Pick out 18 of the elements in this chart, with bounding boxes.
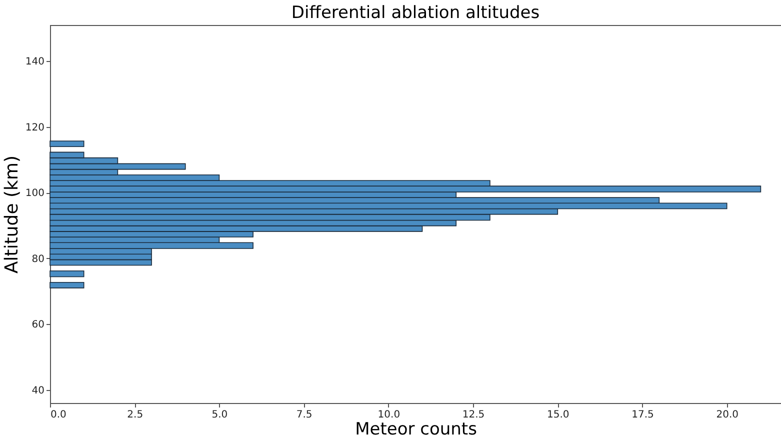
y-tick-label: 60 <box>32 320 44 331</box>
y-tick-label: 100 <box>25 188 44 200</box>
y-tick-label: 140 <box>25 56 44 68</box>
x-tick-label: 20.0 <box>716 410 738 420</box>
x-tick-label: 10.0 <box>378 410 400 420</box>
x-tick-label: 2.5 <box>127 410 144 420</box>
x-tick-label: 12.5 <box>462 410 485 420</box>
y-tick-label: 120 <box>25 122 44 134</box>
x-axis-title: Meteor counts <box>355 420 478 438</box>
y-tick-label: 40 <box>32 385 44 396</box>
x-tick-label: 17.5 <box>632 410 654 420</box>
y-axis-title: Altitude (km) <box>1 155 22 274</box>
y-tick-label: 80 <box>32 254 44 265</box>
x-tick-label: 5.0 <box>212 410 228 420</box>
chart-title: Differential ablation altitudes <box>291 3 540 23</box>
x-tick-label: 15.0 <box>547 410 570 420</box>
x-tick-label: 0.0 <box>50 410 66 420</box>
x-tick-label: 7.5 <box>296 410 312 420</box>
